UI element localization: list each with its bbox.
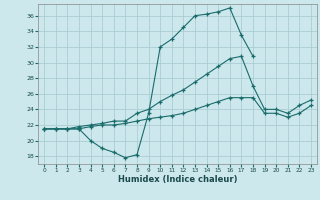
X-axis label: Humidex (Indice chaleur): Humidex (Indice chaleur) — [118, 175, 237, 184]
